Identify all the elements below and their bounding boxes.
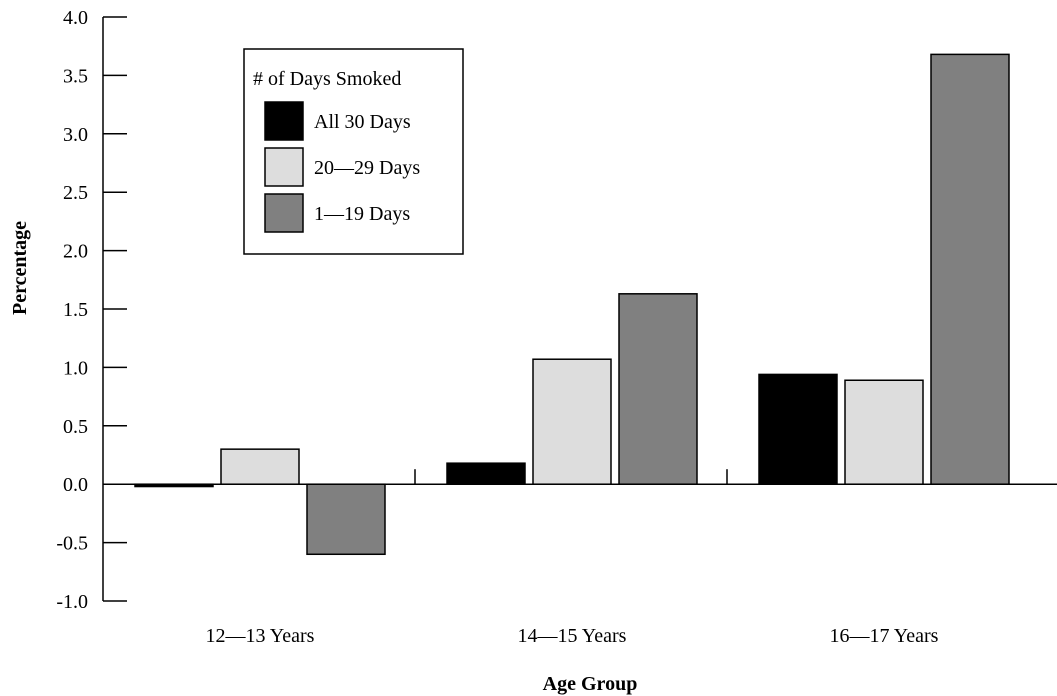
- y-axis-title: Percentage: [9, 221, 31, 315]
- bar: [446, 462, 526, 485]
- x-tick-label: 12—13 Years: [206, 625, 315, 647]
- legend-swatch: [264, 147, 304, 187]
- bars: [134, 53, 1010, 556]
- y-tick-label: -1.0: [56, 591, 88, 613]
- y-tick-label: 1.5: [63, 299, 88, 321]
- bar: [306, 483, 386, 556]
- x-axis-title: Age Group: [543, 673, 638, 695]
- x-tick-label: 16—17 Years: [830, 625, 939, 647]
- bar: [844, 379, 924, 485]
- y-tick-label: 3.0: [63, 124, 88, 146]
- y-tick-label: 3.5: [63, 65, 88, 87]
- y-tick-label: 2.0: [63, 241, 88, 263]
- y-tick-label: 1.0: [63, 357, 88, 379]
- legend-swatch: [264, 193, 304, 233]
- y-tick-label: 4.0: [63, 7, 88, 29]
- bar: [532, 358, 612, 485]
- legend-label: All 30 Days: [314, 111, 411, 133]
- legend-label: 20—29 Days: [314, 157, 420, 179]
- y-tick-label: -0.5: [56, 533, 88, 555]
- x-tick-label: 14—15 Years: [518, 625, 627, 647]
- legend: # of Days Smoked All 30 Days 20—29 Days 1—1…: [243, 48, 464, 255]
- x-axis: 12—13 Years 14—15 Years 16—17 Years: [103, 469, 1057, 647]
- y-axis: 4.0 3.5 3.0 2.5 2.0 1.5 1.0 0.5 0.0 -0.5 -1.0: [56, 7, 127, 613]
- legend-swatch: [264, 101, 304, 141]
- legend-title: # of Days Smoked: [253, 68, 401, 90]
- y-tick-label: 0.5: [63, 416, 88, 438]
- bar: [930, 53, 1010, 485]
- y-tick-label: 0.0: [63, 474, 88, 496]
- bar: [618, 293, 698, 485]
- bar: [220, 448, 300, 485]
- bar: [758, 373, 838, 485]
- y-tick-label: 2.5: [63, 182, 88, 204]
- legend-label: 1—19 Days: [314, 203, 410, 225]
